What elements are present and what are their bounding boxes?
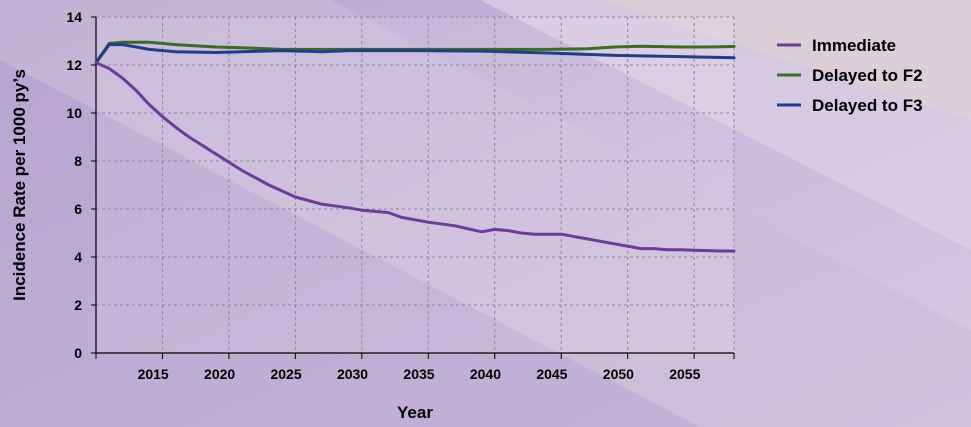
x-tick-label: 2025 bbox=[270, 366, 301, 382]
y-tick-label: 10 bbox=[66, 105, 82, 121]
series-layer bbox=[94, 40, 736, 253]
x-tick-label: 2055 bbox=[669, 366, 700, 382]
grid-lines bbox=[96, 16, 735, 353]
series-line-delayed-to-f3 bbox=[94, 43, 736, 65]
legend-label: Delayed to F3 bbox=[812, 96, 923, 115]
x-axis-title: Year bbox=[397, 403, 433, 422]
y-tick-label: 0 bbox=[74, 345, 82, 361]
legend: Immediate Delayed to F2 Delayed to F3 bbox=[777, 36, 923, 115]
y-tick-label: 2 bbox=[74, 297, 82, 313]
y-tick-label: 6 bbox=[74, 201, 82, 217]
axes: 0 2 4 6 8 10 12 14 2015 2020 2025 2030 2035 2040 2045 2… bbox=[66, 9, 735, 382]
x-tick-label: 2045 bbox=[536, 366, 567, 382]
x-tick-label: 2015 bbox=[138, 366, 169, 382]
series-line-immediate bbox=[94, 61, 736, 253]
legend-label: Delayed to F2 bbox=[812, 66, 923, 85]
y-tick-label: 14 bbox=[66, 9, 82, 25]
x-tick-label: 2030 bbox=[337, 366, 368, 382]
legend-label: Immediate bbox=[812, 36, 896, 55]
y-axis-title: Incidence Rate per 1000 py’s bbox=[10, 69, 29, 301]
y-tick-label: 8 bbox=[74, 153, 82, 169]
x-tick-label: 2050 bbox=[603, 366, 634, 382]
plot-area bbox=[96, 17, 734, 353]
x-tick-label: 2040 bbox=[470, 366, 501, 382]
x-tick-label: 2035 bbox=[403, 366, 434, 382]
y-tick-label: 12 bbox=[66, 57, 82, 73]
x-tick-label: 2020 bbox=[204, 366, 235, 382]
y-tick-label: 4 bbox=[74, 249, 82, 265]
